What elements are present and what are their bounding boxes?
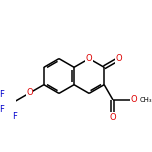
Text: F: F bbox=[0, 105, 4, 114]
Text: O: O bbox=[110, 113, 116, 122]
Text: O: O bbox=[86, 54, 92, 63]
Text: O: O bbox=[130, 95, 137, 104]
Text: F: F bbox=[12, 112, 17, 121]
Text: F: F bbox=[0, 90, 4, 99]
Text: O: O bbox=[116, 54, 123, 63]
Text: O: O bbox=[26, 88, 33, 97]
Text: CH₃: CH₃ bbox=[140, 97, 152, 103]
